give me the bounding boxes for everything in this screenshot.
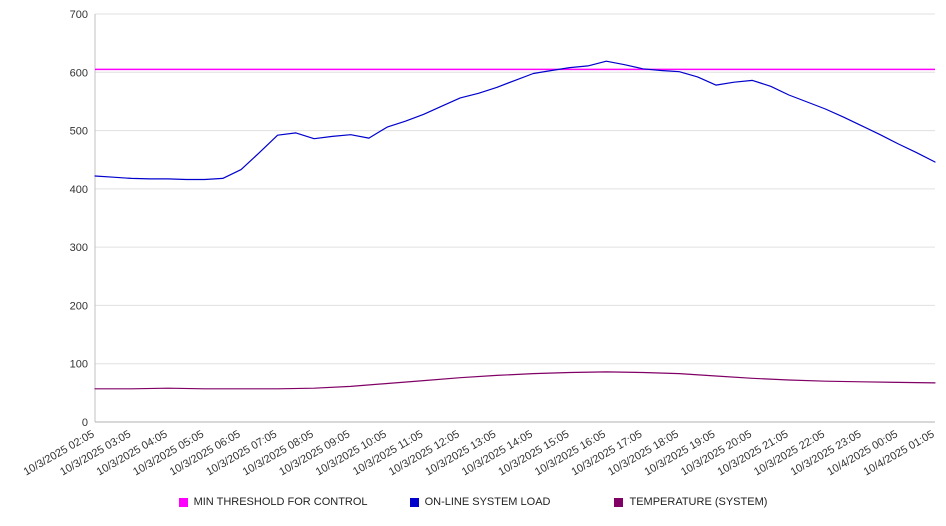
y-axis-tick-label: 200 [70,300,88,312]
legend-label-system-load: ON-LINE SYSTEM LOAD [424,496,551,508]
series-line [94,60,936,181]
series-line [94,371,936,390]
legend-item-min-threshold: MIN THRESHOLD FOR CONTROL [178,496,368,508]
legend-swatch-system-load [409,497,419,507]
y-axis-tick-label: 100 [70,359,88,371]
legend-label-min-threshold: MIN THRESHOLD FOR CONTROL [193,496,368,508]
legend-swatch-temperature [614,497,624,507]
y-axis-tick-label: 700 [70,9,88,21]
legend-item-temperature: TEMPERATURE (SYSTEM) [614,496,767,508]
y-axis-tick-label: 300 [70,242,88,254]
legend-item-system-load: ON-LINE SYSTEM LOAD [409,496,551,508]
y-axis-tick-label: 600 [70,67,88,79]
y-axis-tick-label: 500 [70,126,88,138]
y-axis-tick-label: 0 [82,417,88,429]
y-axis-tick-label: 400 [70,184,88,196]
legend-label-temperature: TEMPERATURE (SYSTEM) [629,496,768,508]
legend-swatch-min-threshold [178,497,188,507]
chart-legend: MIN THRESHOLD FOR CONTROL ON-LINE SYSTEM… [0,496,946,508]
